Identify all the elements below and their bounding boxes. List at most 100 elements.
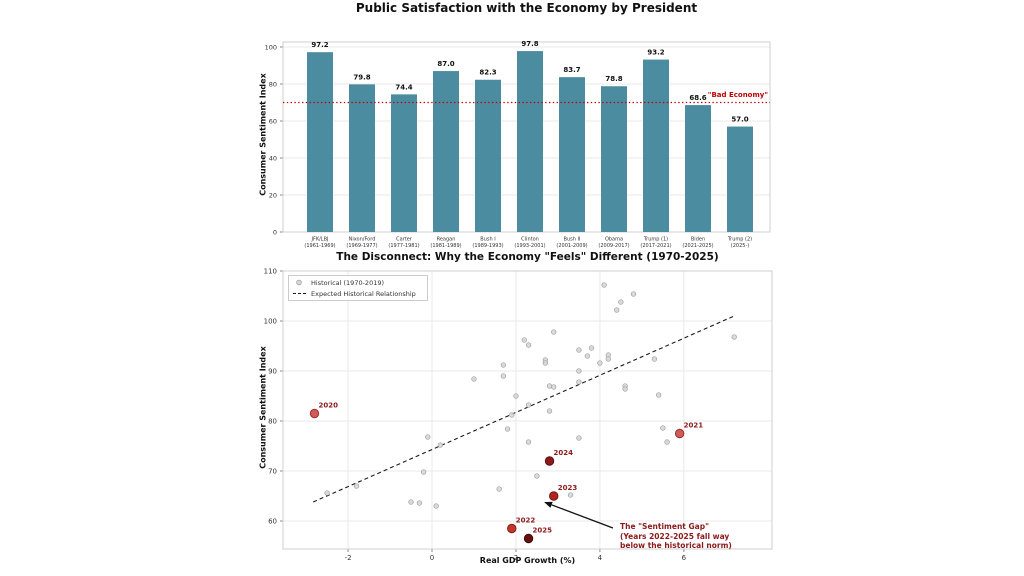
bar-reagan	[433, 71, 459, 232]
annotation-line-1: The "Sentiment Gap"	[620, 522, 709, 531]
bar-category-years: (2001-2009)	[556, 243, 587, 249]
historical-point	[433, 503, 439, 509]
bar-category-name: Biden	[691, 237, 705, 243]
scatter-chart-y-axis-label: Consumer Sentiment Index	[258, 346, 268, 469]
historical-point	[546, 408, 553, 414]
bar-category-years: (1969-1977)	[346, 243, 377, 249]
historical-point	[437, 442, 444, 448]
historical-point	[618, 299, 624, 305]
historical-point	[584, 353, 590, 359]
bar-category-years: (1981-1989)	[430, 243, 461, 249]
year-label-2023: 2023	[558, 484, 578, 492]
bar-biden	[685, 105, 711, 232]
scatter-chart-x-axis-label: Real GDP Growth (%)	[479, 556, 576, 565]
bar-category-name: Nixon/Ford	[349, 237, 376, 243]
bar-category-name: Reagan	[437, 237, 456, 243]
historical-point	[500, 373, 507, 379]
historical-point	[525, 402, 532, 408]
bar-carter	[391, 94, 417, 232]
bar-nixon-ford	[349, 84, 375, 233]
bar-value-label: 57.0	[731, 116, 748, 124]
historical-point	[614, 307, 620, 313]
recent-point-2021	[674, 428, 685, 439]
recent-point-2022	[507, 523, 517, 534]
y-tick-label: 100	[264, 318, 277, 326]
trend-line	[312, 315, 735, 503]
historical-point	[664, 439, 670, 445]
historical-point	[420, 469, 427, 475]
historical-point	[521, 337, 528, 343]
x-tick-label: 0	[430, 554, 434, 562]
y-tick-label: 40	[269, 154, 277, 162]
bar-value-label: 78.8	[605, 75, 622, 83]
recent-point-2025	[523, 533, 534, 544]
y-tick-label: 110	[264, 268, 277, 276]
annotation-line-2: (Years 2022-2025 fall way	[620, 531, 730, 541]
y-tick-label: 90	[268, 368, 277, 376]
bar-value-label: 87.0	[437, 60, 454, 68]
bar-category-years: (1989-1993)	[472, 243, 503, 249]
bar-category-name: Clinton	[521, 237, 539, 243]
historical-point	[546, 383, 553, 389]
bar-chart-y-axis-label: Consumer Sentiment Index	[258, 73, 268, 196]
x-tick-label: 4	[598, 554, 603, 562]
bar-category-years: (1977-1981)	[388, 243, 419, 249]
bar-value-label: 97.8	[521, 40, 538, 48]
x-tick-label: 6	[682, 554, 687, 562]
historical-point	[651, 356, 658, 362]
historical-point	[597, 360, 603, 366]
recent-point-2024	[544, 456, 555, 466]
legend-box	[288, 275, 428, 301]
sentiment-gap-annotation: The "Sentiment Gap" (Years 2022-2025 fal…	[620, 522, 732, 551]
historical-point	[622, 386, 628, 392]
bar-category-years: (1961-1969)	[304, 243, 335, 249]
annotation-arrow-line	[551, 504, 614, 529]
scatter-chart-svg: -2 0 2 4 6 60 70 80 90 100 110 2020 2021 2022 2023 2024…	[264, 268, 773, 562]
historical-point	[551, 384, 557, 390]
bar-value-label: 83.7	[563, 66, 580, 74]
bar-bush-i	[475, 79, 501, 233]
historical-point	[425, 434, 431, 440]
legend-marker-historical	[296, 279, 302, 286]
y-tick-label: 0	[273, 228, 277, 236]
historical-point	[576, 435, 582, 441]
bar-category-name: Trump (1)	[643, 237, 668, 243]
annotation-line-3: below the historical norm)	[620, 541, 732, 550]
historical-point	[731, 334, 737, 340]
y-tick-label: 100	[265, 43, 277, 51]
y-tick-label: 70	[268, 468, 277, 476]
plot-border	[282, 270, 773, 550]
historical-point	[496, 486, 502, 492]
bar-value-label: 82.3	[479, 69, 496, 77]
historical-point	[630, 291, 637, 297]
y-tick-label: 60	[269, 117, 277, 125]
bar-value-label: 97.2	[311, 41, 328, 49]
historical-point	[525, 439, 532, 445]
historical-point	[513, 393, 519, 399]
bar-category-years: (2009-2017)	[598, 243, 629, 249]
bar-category-name: Carter	[396, 237, 413, 243]
historical-point	[551, 329, 557, 335]
historical-point	[500, 362, 507, 368]
bar-category-name: Bush II	[564, 237, 581, 243]
bar-chart-title: Public Satisfaction with the Economy by …	[355, 1, 698, 15]
historical-point	[408, 499, 414, 505]
y-tick-label: 60	[268, 518, 277, 526]
recent-point-2023	[549, 491, 559, 501]
historical-point	[542, 360, 548, 366]
x-tick-label: -2	[345, 554, 352, 562]
legend: Historical (1970-2019) Expected Historica…	[288, 275, 428, 301]
bar-bush-ii	[559, 77, 585, 232]
historical-point	[525, 342, 532, 348]
historical-point	[504, 426, 511, 432]
bar-category-years: (2021-2025)	[682, 243, 713, 249]
y-tick-label: 80	[269, 80, 277, 88]
bar-category-name: Trump (2)	[727, 237, 752, 243]
historical-point	[576, 347, 582, 353]
recent-point-2020	[309, 408, 320, 419]
bar-category-name: Bush I	[480, 237, 495, 243]
bar-value-label: 74.4	[395, 83, 412, 91]
bar-category-years: (1993-2001)	[514, 243, 545, 249]
historical-point	[576, 379, 582, 385]
